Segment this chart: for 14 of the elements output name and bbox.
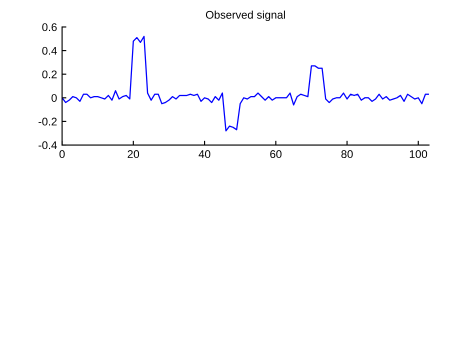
x-tick-label: 40	[198, 150, 210, 158]
y-tick-label: 0.2	[42, 70, 57, 78]
x-tick-label: 0	[59, 150, 65, 158]
x-tick-label: 100	[410, 150, 428, 158]
y-tick-label: 0	[51, 94, 57, 102]
x-tick-label: 20	[128, 150, 140, 158]
chart-title: Observed signal	[206, 10, 285, 21]
y-tick-label: 0.6	[42, 23, 57, 32]
x-tick-label: 60	[270, 150, 282, 158]
y-tick-label: 0.4	[42, 46, 57, 55]
x-tick-label: 80	[341, 150, 353, 158]
y-tick-label: -0.2	[38, 118, 57, 126]
y-tick-label: -0.4	[38, 141, 57, 150]
line-series	[62, 36, 429, 132]
